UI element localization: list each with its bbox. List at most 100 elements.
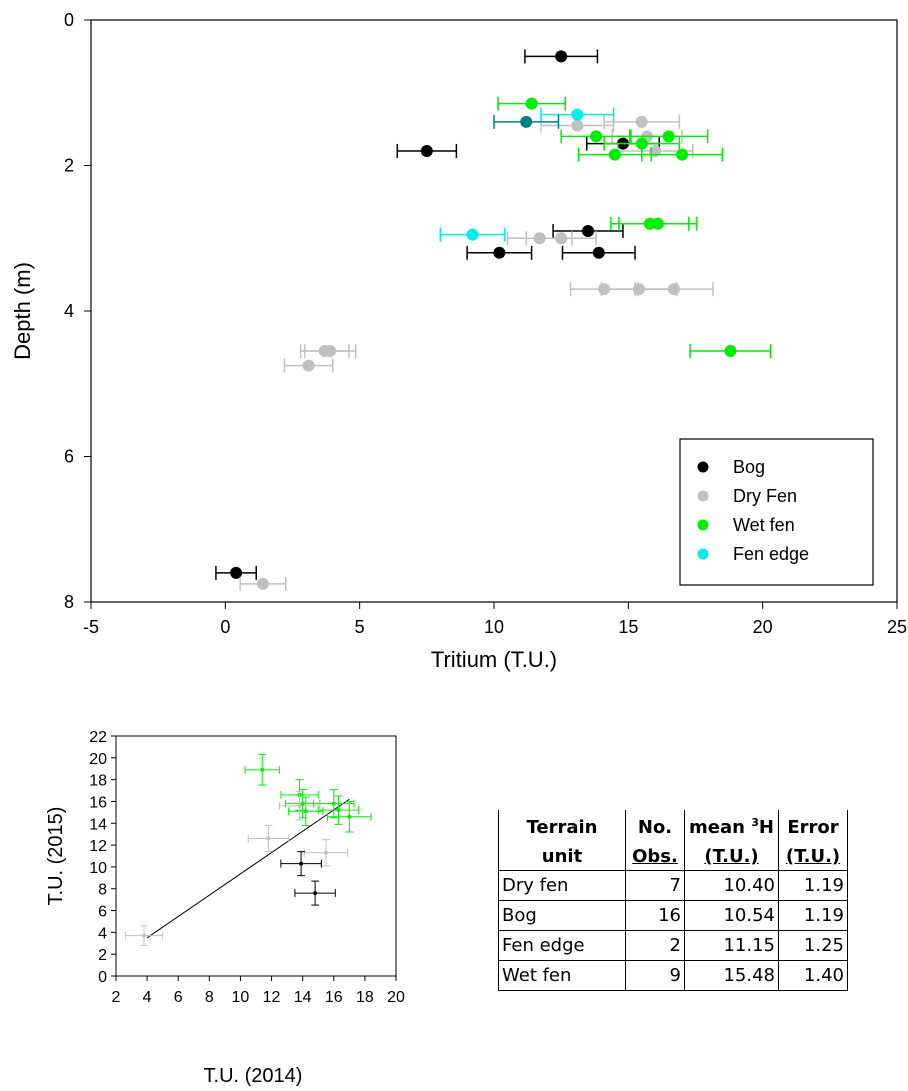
x-tick-label: 2 — [112, 989, 121, 1006]
data-point — [724, 345, 737, 358]
x-tick-label: 20 — [753, 617, 773, 637]
table-header-row-2: unit Obs. (T.U.) (T.U.) — [498, 841, 848, 871]
data-points — [124, 754, 372, 946]
y-tick-label: 2 — [98, 947, 107, 964]
x-tick-label: 8 — [205, 989, 214, 1006]
legend-label: Wet fen — [733, 515, 795, 535]
cell-terrain: Bog — [498, 900, 626, 931]
data-point — [635, 115, 648, 128]
legend-marker — [697, 490, 709, 502]
cell-mean: 15.48 — [684, 960, 779, 991]
data-point — [676, 148, 689, 161]
y-tick-label: 18 — [89, 773, 107, 790]
data-point — [555, 232, 568, 245]
header-mean-sup: 3 — [751, 816, 759, 829]
y-axis-label: Depth (m) — [10, 262, 35, 360]
terrain-stats-table: Terrain No. mean 3H Error unit Obs. (T.U… — [498, 810, 848, 991]
legend-marker — [697, 548, 709, 560]
x-tick-label: 16 — [325, 989, 343, 1006]
header-obs: No. — [625, 810, 685, 841]
cell-obs: 16 — [625, 900, 685, 931]
data-point — [571, 119, 584, 132]
data-point — [420, 144, 433, 157]
y-tick-label: 0 — [64, 10, 74, 30]
cell-terrain: Fen edge — [498, 930, 626, 961]
x-tick-label: 5 — [355, 617, 365, 637]
data-point — [303, 809, 308, 814]
table-row: Wet fen 9 15.48 1.40 — [498, 960, 848, 991]
data-point — [324, 850, 328, 855]
data-point — [662, 130, 675, 143]
data-point — [331, 801, 336, 806]
plot-area — [115, 735, 397, 977]
y-tick-label: 4 — [98, 925, 107, 942]
cell-error: 1.25 — [778, 930, 848, 961]
data-point — [142, 933, 146, 938]
data-point — [266, 836, 271, 841]
table-header-row: Terrain No. mean 3H Error — [498, 810, 848, 841]
data-point — [520, 115, 533, 128]
x-axis-label: T.U. (2014) — [204, 1065, 303, 1087]
table-row: Fen edge 2 11.15 1.25 — [498, 930, 848, 961]
y-tick-label: 16 — [89, 794, 107, 811]
regression-line — [146, 798, 350, 939]
y-tick-label: 22 — [89, 729, 107, 746]
legend-marker — [697, 461, 709, 473]
header-error: Error — [778, 810, 848, 841]
x-tick-label: 12 — [263, 989, 281, 1006]
cell-mean: 10.54 — [684, 900, 779, 931]
cell-mean: 10.40 — [684, 870, 779, 901]
header-obs-2: Obs. — [625, 841, 685, 871]
legend-items: Bog Dry Fen Wet fen Fen edge — [697, 457, 809, 564]
cell-terrain: Dry fen — [498, 870, 626, 901]
depth-tritium-chart: -5 0 5 10 15 20 25 0 2 4 6 8 Tritium (T.U.) Depth (… — [10, 10, 907, 672]
legend-marker — [697, 519, 709, 531]
data-point — [260, 767, 265, 772]
data-point — [302, 359, 315, 372]
cell-obs: 7 — [625, 870, 685, 901]
cell-terrain: Wet fen — [498, 960, 626, 991]
legend-box — [679, 438, 874, 586]
y-tick-label: 20 — [89, 751, 107, 768]
y-tick-label: 8 — [98, 882, 107, 899]
y-tick-label: 4 — [64, 301, 74, 321]
header-mean: mean 3H — [684, 810, 779, 841]
y-tick-label: 8 — [64, 592, 74, 612]
cell-mean: 11.15 — [684, 930, 779, 961]
x-tick-label: 20 — [387, 989, 405, 1006]
data-point — [592, 246, 605, 259]
data-point — [318, 345, 331, 358]
data-point — [300, 801, 305, 806]
legend-label: Bog — [733, 457, 765, 477]
axis-ticks: -5 0 5 10 15 20 25 0 2 4 6 8 — [64, 10, 907, 637]
y-tick-label: 2 — [64, 156, 74, 176]
x-axis-label: Tritium (T.U.) — [431, 647, 557, 672]
table-row: Dry fen 7 10.40 1.19 — [498, 870, 848, 901]
x-tick-label: 4 — [143, 989, 152, 1006]
data-point — [608, 148, 621, 161]
header-mean-h: H — [758, 817, 774, 838]
y-tick-label: 10 — [89, 860, 107, 877]
header-error-2: (T.U.) — [778, 841, 848, 871]
data-point — [582, 224, 595, 237]
data-point — [299, 861, 304, 866]
data-point — [555, 50, 568, 63]
x-tick-label: 10 — [232, 989, 250, 1006]
data-point — [230, 566, 243, 579]
legend-label: Dry Fen — [733, 486, 797, 506]
legend-label: Fen edge — [733, 544, 809, 564]
x-tick-label: 0 — [220, 617, 230, 637]
data-point — [525, 97, 538, 110]
y-axis-label: T.U. (2015) — [45, 807, 67, 906]
data-point — [347, 814, 352, 819]
legend: Bog Dry Fen Wet fen Fen edge — [679, 438, 874, 586]
header-mean-2: (T.U.) — [684, 841, 779, 871]
y-tick-label: 14 — [89, 816, 107, 833]
data-point — [493, 246, 506, 259]
x-tick-label: 6 — [174, 989, 183, 1006]
header-terrain: Terrain — [498, 810, 626, 841]
data-point — [297, 803, 302, 808]
data-point — [651, 217, 664, 230]
